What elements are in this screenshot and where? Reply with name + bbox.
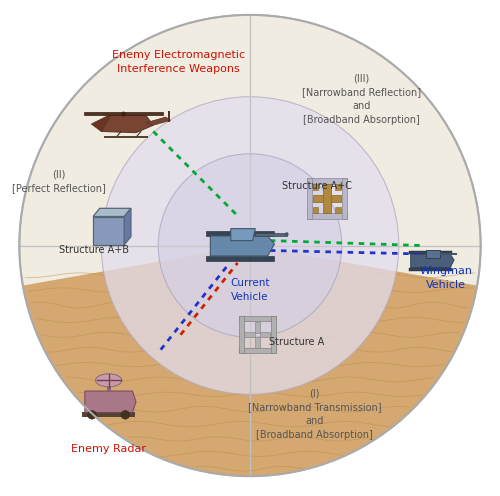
Bar — [342, 178, 347, 219]
Polygon shape — [410, 254, 454, 267]
Polygon shape — [92, 114, 111, 131]
Bar — [306, 213, 347, 219]
Bar — [312, 184, 318, 190]
Circle shape — [101, 97, 399, 394]
Text: (II)
[Perfect Reflection]: (II) [Perfect Reflection] — [12, 169, 106, 193]
Bar — [239, 316, 244, 353]
Bar — [84, 113, 163, 115]
Wedge shape — [23, 246, 477, 476]
Polygon shape — [124, 208, 131, 245]
Bar — [106, 383, 110, 391]
Polygon shape — [231, 229, 256, 241]
Text: Structure A: Structure A — [270, 337, 324, 347]
Circle shape — [285, 232, 288, 236]
Bar — [124, 136, 148, 137]
Text: (I)
[Narrowband Transmission]
and
[Broadband Absorption]: (I) [Narrowband Transmission] and [Broad… — [248, 388, 382, 440]
Bar — [409, 268, 452, 271]
Text: Structure A+C: Structure A+C — [282, 181, 352, 191]
Circle shape — [121, 411, 130, 419]
Circle shape — [158, 154, 342, 337]
Bar — [239, 316, 276, 321]
Text: Current
Vehicle: Current Vehicle — [230, 278, 270, 302]
Bar — [312, 195, 341, 202]
Bar — [256, 233, 286, 236]
Polygon shape — [146, 117, 171, 125]
Wedge shape — [34, 246, 467, 476]
Text: Wingman
Vehicle: Wingman Vehicle — [420, 266, 472, 290]
Text: (III)
[Narrowband Reflection]
and
[Broadband Absorption]: (III) [Narrowband Reflection] and [Broad… — [302, 73, 421, 125]
Polygon shape — [210, 236, 274, 256]
Bar — [306, 178, 347, 184]
Polygon shape — [93, 216, 124, 245]
Circle shape — [88, 411, 96, 419]
Text: Structure A+B: Structure A+B — [59, 246, 129, 255]
Circle shape — [121, 112, 126, 117]
Bar — [244, 332, 255, 337]
Polygon shape — [426, 249, 440, 258]
Bar — [255, 337, 260, 348]
Bar — [336, 207, 341, 213]
Bar — [206, 231, 274, 236]
Text: Enemy Radar: Enemy Radar — [71, 444, 146, 454]
Ellipse shape — [96, 374, 122, 387]
Bar — [260, 332, 270, 337]
Bar — [409, 251, 452, 254]
Text: Enemy Electromagnetic
Interference Weapons: Enemy Electromagnetic Interference Weapo… — [112, 50, 244, 74]
Bar — [323, 184, 330, 213]
Bar — [440, 253, 457, 254]
Bar — [312, 207, 318, 213]
Bar — [255, 322, 260, 332]
Polygon shape — [93, 208, 131, 216]
Bar — [168, 111, 170, 122]
Bar — [206, 255, 274, 260]
Bar — [239, 348, 276, 353]
Circle shape — [20, 15, 480, 476]
Bar — [271, 316, 276, 353]
Polygon shape — [85, 391, 136, 413]
Bar — [82, 412, 135, 417]
Polygon shape — [101, 114, 154, 133]
Bar — [336, 184, 341, 190]
Bar — [104, 136, 128, 137]
Bar — [306, 178, 312, 219]
